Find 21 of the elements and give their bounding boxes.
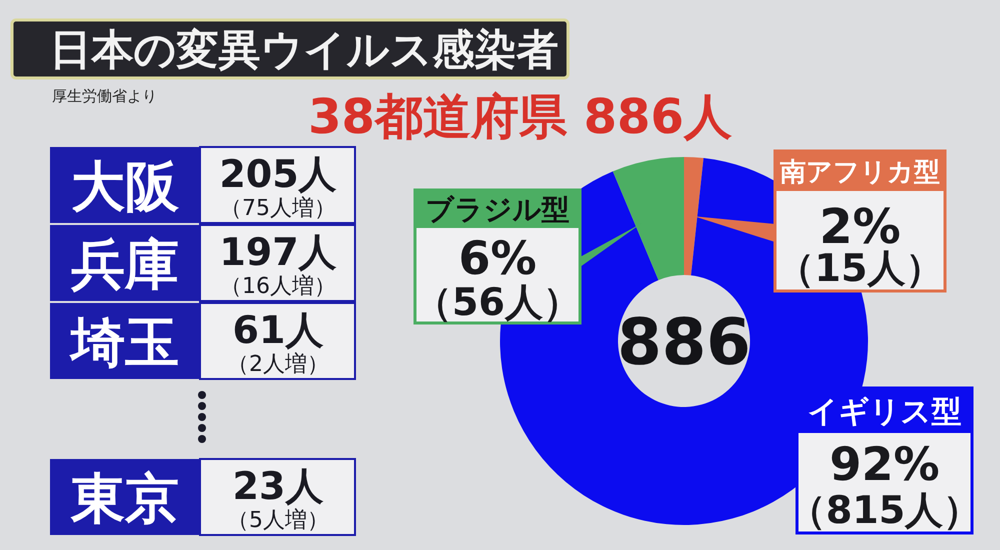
value: 92% — [829, 437, 940, 491]
value: 205人 — [219, 152, 337, 196]
value: （16人増） — [220, 274, 336, 299]
value: （815人） — [788, 488, 982, 532]
category: 東京 — [71, 467, 179, 530]
category: ブラジル型 — [426, 193, 570, 226]
value: 61人 — [232, 308, 324, 352]
value: （75人増） — [220, 196, 336, 221]
annotation: 886 — [617, 306, 751, 380]
category: 埼玉 — [71, 311, 179, 374]
title: 日本の変異ウイルス感染者 — [50, 25, 558, 74]
category: イギリス型 — [808, 394, 962, 430]
value: 197人 — [219, 230, 337, 274]
category: 兵庫 — [71, 233, 179, 296]
value: （5人増） — [227, 508, 329, 533]
value: 23人 — [232, 464, 324, 508]
value: （2人増） — [227, 352, 329, 377]
category: 南アフリカ型 — [780, 157, 940, 188]
category: 大阪 — [71, 155, 179, 218]
subtitle: 38都道府県 886人 — [308, 89, 732, 145]
annotation: 厚生労働省より — [52, 87, 157, 105]
